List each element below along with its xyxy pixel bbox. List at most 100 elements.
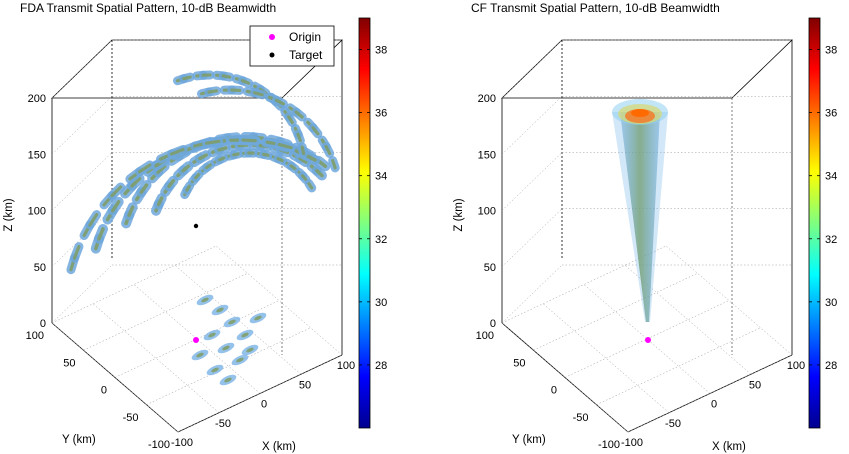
fda-y-grid-line [51, 245, 217, 324]
fda-y-tick-labels: 100 50 0 -50 -100 [26, 330, 170, 451]
fda-z-tick-label: 0 [40, 318, 46, 330]
fda-beam-lobe-core [236, 357, 244, 363]
fda-beam-arc-core [217, 156, 226, 162]
fda-beam-arc-core [277, 142, 293, 150]
fda-plot-panel: FDA Transmit Spatial Pattern, 10-dB Beam… [3, 1, 387, 453]
fda-x-tick-labels: -100 -50 0 50 100 [171, 360, 355, 449]
fda-beam-arc-core [138, 163, 152, 174]
fda-x-tick-label: -100 [171, 437, 193, 449]
fda-beam-arc-core [205, 139, 221, 145]
fda-y-tick-label: 0 [101, 385, 107, 397]
cf-colorbar-ticks: 28 30 32 34 36 38 [809, 45, 837, 372]
cf-y-tick-labels: 100 50 0 -50 -100 [476, 330, 620, 451]
fda-beam-arc-core [287, 115, 294, 125]
fda-beam-arc-core [110, 185, 123, 198]
fda-beam-arc-core [315, 168, 324, 178]
fda-beam-arc-core [253, 91, 264, 97]
fda-beam-arc-core [167, 178, 176, 188]
fda-z-grid-line [51, 264, 113, 324]
fda-colorbar-tick-label: 30 [375, 297, 387, 309]
fda-x-tick-label: 0 [261, 399, 267, 411]
cf-cone-inner [620, 112, 660, 322]
fda-z-tick-label: 150 [28, 149, 46, 161]
fda-origin-marker [193, 337, 199, 343]
fda-beam-arc-core [127, 205, 135, 217]
fda-beam-arc-core [194, 172, 201, 180]
cf-x-tick-label: 50 [749, 379, 761, 391]
cf-z-grid-line [501, 264, 563, 324]
fda-y-grid-line [177, 354, 343, 433]
fda-beam-arc-core [311, 126, 320, 136]
fda-beam-lobe-core [216, 307, 224, 313]
fda-beam-arc-core [156, 196, 164, 207]
fda-z-tick-labels: 0 50 100 150 200 [28, 93, 46, 330]
cf-colorbar-tick-label: 30 [825, 297, 837, 309]
fda-beam-arc-core [262, 152, 271, 158]
fda-beam-arc-core [240, 79, 251, 85]
fda-beam-arc-core [198, 153, 208, 161]
fda-beam-arc-core [182, 75, 192, 81]
fda-legend-target-label: Target [289, 48, 323, 62]
fda-beam-lobe-core [222, 345, 230, 351]
fda-z-tick-label: 50 [34, 262, 46, 274]
fda-colorbar-tick-label: 28 [375, 360, 387, 372]
cf-colorbar-tick-label: 32 [825, 234, 837, 246]
fda-y-axis-label: Y (km) [62, 434, 96, 446]
fda-beam-arc-core [205, 163, 213, 170]
fda-beam-isosurfaces [66, 70, 340, 386]
cf-plot-panel: CF Transmit Spatial Pattern, 10-dB Beamw… [453, 1, 837, 453]
fda-beam-arc-core [217, 146, 228, 152]
fda-y-tick-label: 100 [26, 330, 44, 342]
fda-colorbar-ramp [358, 17, 371, 429]
fda-beam-arc-core [181, 164, 191, 173]
cf-y-grid-line [564, 300, 730, 378]
fda-beam-arc-core [307, 182, 314, 190]
fda-y-tick-label: -100 [148, 439, 170, 451]
cf-x-axis-label: X (km) [712, 441, 746, 453]
fda-beam-lobe-core [211, 367, 219, 373]
fda-beam-arc-core [324, 145, 332, 156]
fda-beam-arc-core [207, 89, 219, 94]
fda-beam-lobe-core [254, 315, 262, 321]
fda-beam-arc-core [111, 200, 121, 213]
fda-beam-arc-core [301, 174, 308, 182]
fda-legend-origin-marker [269, 34, 275, 40]
fda-legend-target-marker [269, 52, 275, 58]
fda-colorbar: 28 30 32 34 36 38 [358, 17, 387, 429]
fda-beam-arc-core [97, 227, 105, 241]
fda-z-grid-line [51, 96, 113, 155]
cf-colorbar: 28 30 32 34 36 38 [808, 17, 837, 429]
fda-beam-arc-core [156, 164, 167, 174]
fda-beam-lobe-core [224, 377, 232, 383]
cf-x-tick-label: -100 [621, 437, 643, 449]
fda-grid [51, 39, 343, 433]
cf-colorbar-tick-label: 34 [825, 171, 837, 183]
cf-z-tick-label: 150 [478, 149, 496, 161]
cf-z-grid-line [501, 208, 563, 267]
cf-y-grid-line [627, 354, 793, 433]
fda-colorbar-tick-label: 36 [375, 108, 387, 120]
fda-beam-arc-core [294, 110, 304, 119]
fda-y-tick-label: -50 [123, 412, 139, 424]
cf-x-tick-label: 0 [711, 399, 717, 411]
fda-beam-lobe-core [228, 319, 236, 325]
cf-y-tick-label: 0 [551, 385, 557, 397]
cf-z-axis-label: Z (km) [453, 198, 465, 231]
fda-beam-arc-core [296, 132, 302, 143]
cf-x-tick-label: -50 [665, 418, 681, 430]
fda-beam-arc-core [170, 147, 185, 156]
fda-z-axis-label: Z (km) [3, 198, 15, 231]
fda-colorbar-tick-label: 32 [375, 234, 387, 246]
fda-beam-arc-core [130, 176, 142, 188]
cf-y-tick-label: 100 [476, 330, 494, 342]
fda-legend-origin-label: Origin [289, 30, 321, 44]
fda-beam-arc-core [72, 245, 81, 260]
fda-x-tick-label: -50 [215, 418, 231, 430]
cf-x-tick-labels: -100 -50 0 50 100 [621, 360, 805, 449]
fda-beam-arc-core [300, 145, 306, 156]
fda-colorbar-tick-label: 34 [375, 171, 387, 183]
cf-colorbar-tick-label: 36 [825, 108, 837, 120]
cf-z-tick-labels: 0 50 100 150 200 [478, 93, 496, 330]
fda-beam-lobe-core [196, 352, 204, 358]
fda-title: FDA Transmit Spatial Pattern, 10-dB Beam… [20, 1, 276, 15]
